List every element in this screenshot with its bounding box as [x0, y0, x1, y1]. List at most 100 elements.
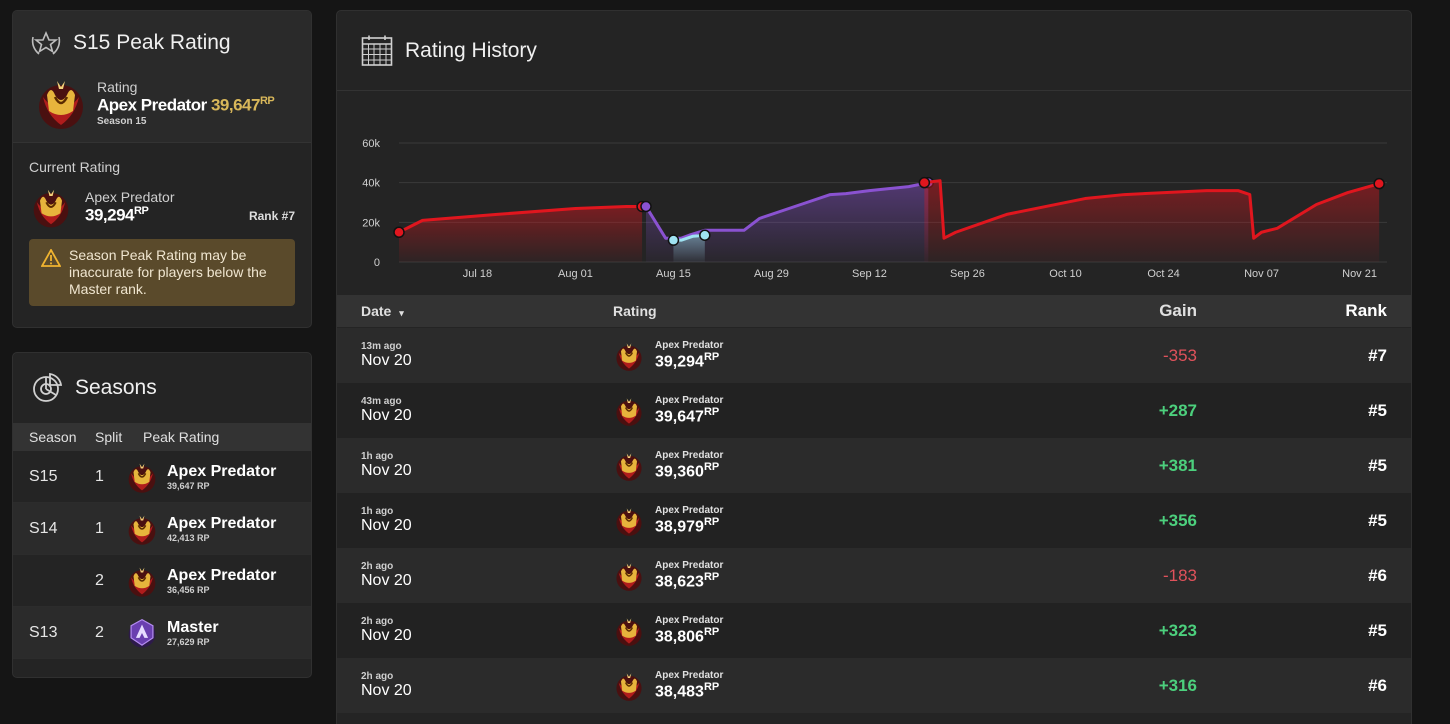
- rating-rank-name: Apex Predator: [655, 394, 724, 406]
- rating-rp-unit: RP: [703, 460, 720, 473]
- warning-text: Season Peak Rating may be inaccurate for…: [69, 247, 267, 297]
- series-area: [924, 180, 1380, 262]
- rank-cell: #5: [1368, 620, 1387, 640]
- rating-value: 38,806RP: [655, 626, 723, 646]
- series-area: [399, 206, 643, 262]
- x-tick-label: Jul 18: [463, 268, 492, 280]
- x-tick-label: Sep 12: [852, 268, 887, 280]
- season-row: S15 1 Apex Predator 39,647 RP: [13, 451, 311, 503]
- time-ago: 13m ago: [361, 341, 402, 352]
- peak-cell: Apex Predator 42,413 RP: [125, 512, 276, 546]
- current-rating-label: Current Rating: [29, 159, 121, 175]
- x-tick-label: Nov 07: [1244, 268, 1279, 280]
- peak-cell: Apex Predator 39,647 RP: [125, 460, 276, 494]
- date-value: Nov 20: [361, 682, 412, 699]
- apex-predator-icon: [616, 452, 642, 481]
- rating-rp-unit: RP: [703, 625, 720, 638]
- x-tick-label: Oct 24: [1147, 268, 1179, 280]
- rating-history-chart: 0 20k 40k 60k Jul 18 Aug 01 Aug 15 Aug 29 Sep 12…: [362, 138, 1387, 280]
- season-rank-name: Apex Predator: [167, 514, 277, 532]
- history-row[interactable]: 1h ago Nov 20 Apex Predator 38,979RP +356 #5: [337, 493, 1411, 548]
- rating-history-card: Rating History 0 20k 40k 60k Jul 18 Aug 01 Aug…: [336, 10, 1412, 724]
- gain-cell: +323: [1158, 620, 1197, 640]
- apex-predator-icon: [128, 463, 156, 493]
- rating-cell: Apex Predator 38,483RP: [587, 670, 1127, 702]
- apex-predator-icon: [616, 617, 642, 646]
- rating-rank-name: Apex Predator: [655, 559, 724, 571]
- peak-cell: Apex Predator 36,456 RP: [125, 564, 276, 598]
- x-tick-label: Nov 21: [1342, 268, 1377, 280]
- rating-rp-unit: RP: [703, 570, 720, 583]
- current-value: 39,294RP: [85, 205, 175, 226]
- rating-rank-name: Apex Predator: [655, 504, 724, 516]
- history-row[interactable]: 13m ago Nov 20 Apex Predator 39,294RP -353 #7: [337, 328, 1411, 383]
- series-area: [673, 235, 705, 262]
- rating-rank-name: Apex Predator: [655, 669, 724, 681]
- history-row[interactable]: 2h ago Nov 20 Apex Predator 38,806RP +323 #5: [337, 603, 1411, 658]
- warning-icon: [41, 249, 61, 267]
- time-ago: 1h ago: [361, 506, 394, 517]
- header-season: Season: [29, 429, 77, 445]
- x-tick-label: Aug 29: [754, 268, 789, 280]
- season-cell: S13: [29, 623, 58, 641]
- season-cell: S14: [29, 519, 58, 537]
- rating-label: Rating: [97, 79, 138, 96]
- peak-cell: Master 27,629 RP: [125, 616, 219, 650]
- rank-cell: #7: [1368, 345, 1387, 365]
- gain-cell: +287: [1158, 400, 1197, 420]
- season-row: S14 1 Apex Predator 42,413 RP: [13, 503, 311, 555]
- pie-chart-icon: [33, 372, 63, 402]
- rank-cell: #5: [1368, 400, 1387, 420]
- current-rp: 39,294: [85, 205, 135, 225]
- season-rp: 36,456 RP: [167, 584, 210, 595]
- peak-rp-unit: RP: [259, 95, 275, 108]
- date-value: Nov 20: [361, 517, 412, 534]
- date-cell: 1h ago Nov 20: [337, 506, 587, 535]
- rating-rp: 39,294: [655, 353, 704, 371]
- rating-rp: 38,979: [655, 518, 704, 536]
- split-cell: 2: [95, 571, 104, 589]
- history-row[interactable]: 2h ago Nov 20 Apex Predator 38,623RP -183 #6: [337, 548, 1411, 603]
- calendar-grid-icon: [361, 35, 393, 66]
- date-cell: 2h ago Nov 20: [337, 671, 587, 700]
- rating-value: 38,483RP: [655, 681, 723, 701]
- seasons-card: Seasons Season Split Peak Rating S15 1 Ape…: [12, 352, 312, 678]
- rating-rp: 38,483: [655, 683, 704, 701]
- split-cell: 1: [95, 519, 104, 537]
- rating-cell: Apex Predator 38,979RP: [587, 505, 1127, 537]
- time-ago: 2h ago: [361, 561, 394, 572]
- rating-rp-unit: RP: [703, 680, 720, 693]
- header-gain: Gain: [1159, 301, 1197, 320]
- rating-value: 38,623RP: [655, 571, 723, 591]
- data-point: [699, 229, 711, 241]
- history-row[interactable]: 2h ago Nov 20 Apex Predator 38,483RP +316 #6: [337, 658, 1411, 713]
- seasons-table-header: Season Split Peak Rating: [13, 423, 311, 451]
- time-ago: 1h ago: [361, 451, 394, 462]
- data-point: [1373, 177, 1385, 190]
- history-row[interactable]: 1h ago Nov 20 Apex Predator 39,360RP +381 #5: [337, 438, 1411, 493]
- rating-rp-unit: RP: [703, 515, 720, 528]
- rating-rank-name: Apex Predator: [655, 614, 724, 626]
- apex-predator-icon: [128, 567, 156, 597]
- season-rank-name: Master: [167, 618, 219, 636]
- peak-title: S15 Peak Rating: [73, 31, 231, 54]
- date-value: Nov 20: [361, 627, 412, 644]
- series-line: [398, 204, 643, 234]
- peak-season: Season 15: [97, 115, 147, 127]
- rating-value: 39,647RP: [655, 406, 723, 426]
- time-ago: 2h ago: [361, 671, 394, 682]
- x-tick-label: Sep 26: [950, 268, 985, 280]
- season-row: S13 2 Master 27,629 RP: [13, 607, 311, 659]
- date-value: Nov 20: [361, 462, 412, 479]
- rating-rp-unit: RP: [703, 405, 720, 418]
- apex-predator-icon: [128, 515, 156, 545]
- rating-cell: Apex Predator 38,623RP: [587, 560, 1127, 592]
- history-row[interactable]: 43m ago Nov 20 Apex Predator 39,647RP +287 #5: [337, 383, 1411, 438]
- header-date[interactable]: Date ▾: [337, 303, 587, 319]
- season-rp: 27,629 RP: [167, 636, 210, 647]
- rank-cell: #6: [1368, 675, 1387, 695]
- seasons-title: Seasons: [75, 376, 157, 399]
- season-rp: 39,647 RP: [167, 480, 210, 491]
- rating-rp-unit: RP: [703, 350, 720, 363]
- history-table-body: 13m ago Nov 20 Apex Predator 39,294RP -353 #7…: [337, 328, 1411, 713]
